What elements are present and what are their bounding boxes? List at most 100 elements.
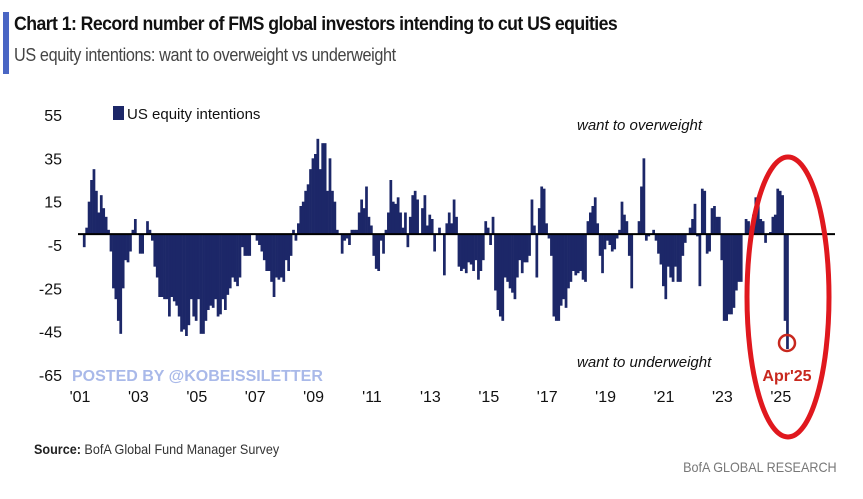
bar bbox=[489, 234, 492, 245]
chart-subtitle: US equity intentions: want to overweight… bbox=[14, 45, 396, 65]
bar bbox=[245, 234, 249, 256]
bar bbox=[430, 219, 434, 235]
bar bbox=[204, 234, 208, 321]
x-tick-label: '19 bbox=[595, 389, 616, 406]
bar bbox=[606, 234, 609, 241]
bar bbox=[598, 234, 602, 256]
bar bbox=[282, 234, 286, 282]
bar bbox=[170, 234, 174, 297]
bar bbox=[447, 212, 451, 235]
bar bbox=[262, 234, 266, 261]
bar bbox=[367, 216, 371, 235]
bar bbox=[542, 188, 546, 235]
bar bbox=[747, 221, 750, 235]
bar bbox=[567, 234, 570, 289]
bar bbox=[374, 234, 378, 269]
bar bbox=[304, 190, 308, 235]
bar bbox=[408, 216, 412, 235]
bar bbox=[275, 234, 278, 278]
bar bbox=[370, 225, 373, 235]
bar bbox=[657, 234, 660, 254]
chart-title: Chart 1: Record number of FMS global inv… bbox=[14, 14, 618, 35]
bar bbox=[581, 234, 585, 280]
bar bbox=[318, 169, 322, 235]
highlight-point-circle bbox=[777, 333, 797, 353]
bar bbox=[146, 221, 149, 235]
bar bbox=[705, 234, 709, 254]
bar bbox=[348, 234, 351, 245]
bar bbox=[219, 234, 222, 315]
bar bbox=[479, 234, 483, 271]
bar bbox=[180, 234, 183, 332]
bar bbox=[516, 234, 519, 278]
bar bbox=[260, 234, 264, 252]
bar bbox=[727, 234, 731, 315]
bar bbox=[104, 216, 108, 235]
watermark: POSTED BY @KOBEISSILETTER bbox=[72, 368, 323, 385]
bar bbox=[554, 234, 558, 321]
bar bbox=[109, 234, 113, 252]
bar bbox=[666, 234, 670, 267]
bar bbox=[99, 195, 103, 235]
bar bbox=[618, 229, 621, 235]
bar bbox=[696, 234, 699, 237]
bar bbox=[340, 234, 344, 254]
bar bbox=[131, 229, 135, 235]
bar bbox=[452, 199, 456, 235]
bar bbox=[326, 190, 329, 235]
x-tick-label: '13 bbox=[420, 389, 441, 406]
bar bbox=[265, 234, 269, 271]
bar bbox=[700, 188, 704, 235]
bar bbox=[382, 234, 385, 254]
y-tick-label: -45 bbox=[39, 325, 62, 342]
bar bbox=[177, 234, 181, 317]
bar bbox=[610, 234, 614, 252]
bar bbox=[377, 234, 381, 271]
bar bbox=[756, 203, 760, 235]
bar bbox=[95, 190, 98, 235]
bar bbox=[216, 234, 220, 317]
bar bbox=[710, 208, 714, 235]
bar bbox=[688, 227, 692, 235]
bar bbox=[652, 229, 655, 235]
bar bbox=[477, 234, 480, 280]
bar bbox=[681, 234, 685, 256]
bar bbox=[411, 195, 415, 235]
bar bbox=[365, 186, 368, 235]
y-tick-label: 15 bbox=[44, 195, 62, 212]
legend-swatch bbox=[113, 106, 124, 120]
bar bbox=[421, 208, 424, 235]
bar bbox=[620, 201, 624, 235]
bar bbox=[309, 169, 312, 235]
bar bbox=[107, 229, 110, 235]
bar bbox=[116, 234, 120, 321]
bar bbox=[202, 234, 205, 334]
bar bbox=[87, 201, 91, 235]
bar bbox=[540, 186, 544, 235]
bar bbox=[92, 169, 96, 235]
bar bbox=[520, 234, 524, 274]
annotation-apr25: Apr'25 bbox=[762, 368, 811, 385]
bar bbox=[165, 234, 169, 300]
bar bbox=[85, 227, 89, 235]
bar bbox=[294, 234, 298, 241]
bar bbox=[676, 234, 680, 282]
bar bbox=[231, 234, 235, 278]
bar bbox=[513, 234, 517, 300]
bar bbox=[623, 214, 626, 235]
bar bbox=[314, 154, 317, 235]
title-accent-bar bbox=[3, 12, 9, 74]
bar bbox=[224, 234, 227, 310]
bar bbox=[484, 221, 488, 235]
bar bbox=[391, 201, 395, 235]
bar bbox=[175, 234, 179, 306]
bar bbox=[559, 234, 563, 306]
bar bbox=[299, 206, 303, 235]
bar bbox=[481, 234, 485, 261]
bar bbox=[350, 229, 354, 235]
bar bbox=[406, 234, 410, 248]
bar bbox=[486, 227, 490, 235]
bar bbox=[644, 234, 648, 241]
bar bbox=[530, 199, 534, 235]
bar bbox=[401, 227, 405, 235]
